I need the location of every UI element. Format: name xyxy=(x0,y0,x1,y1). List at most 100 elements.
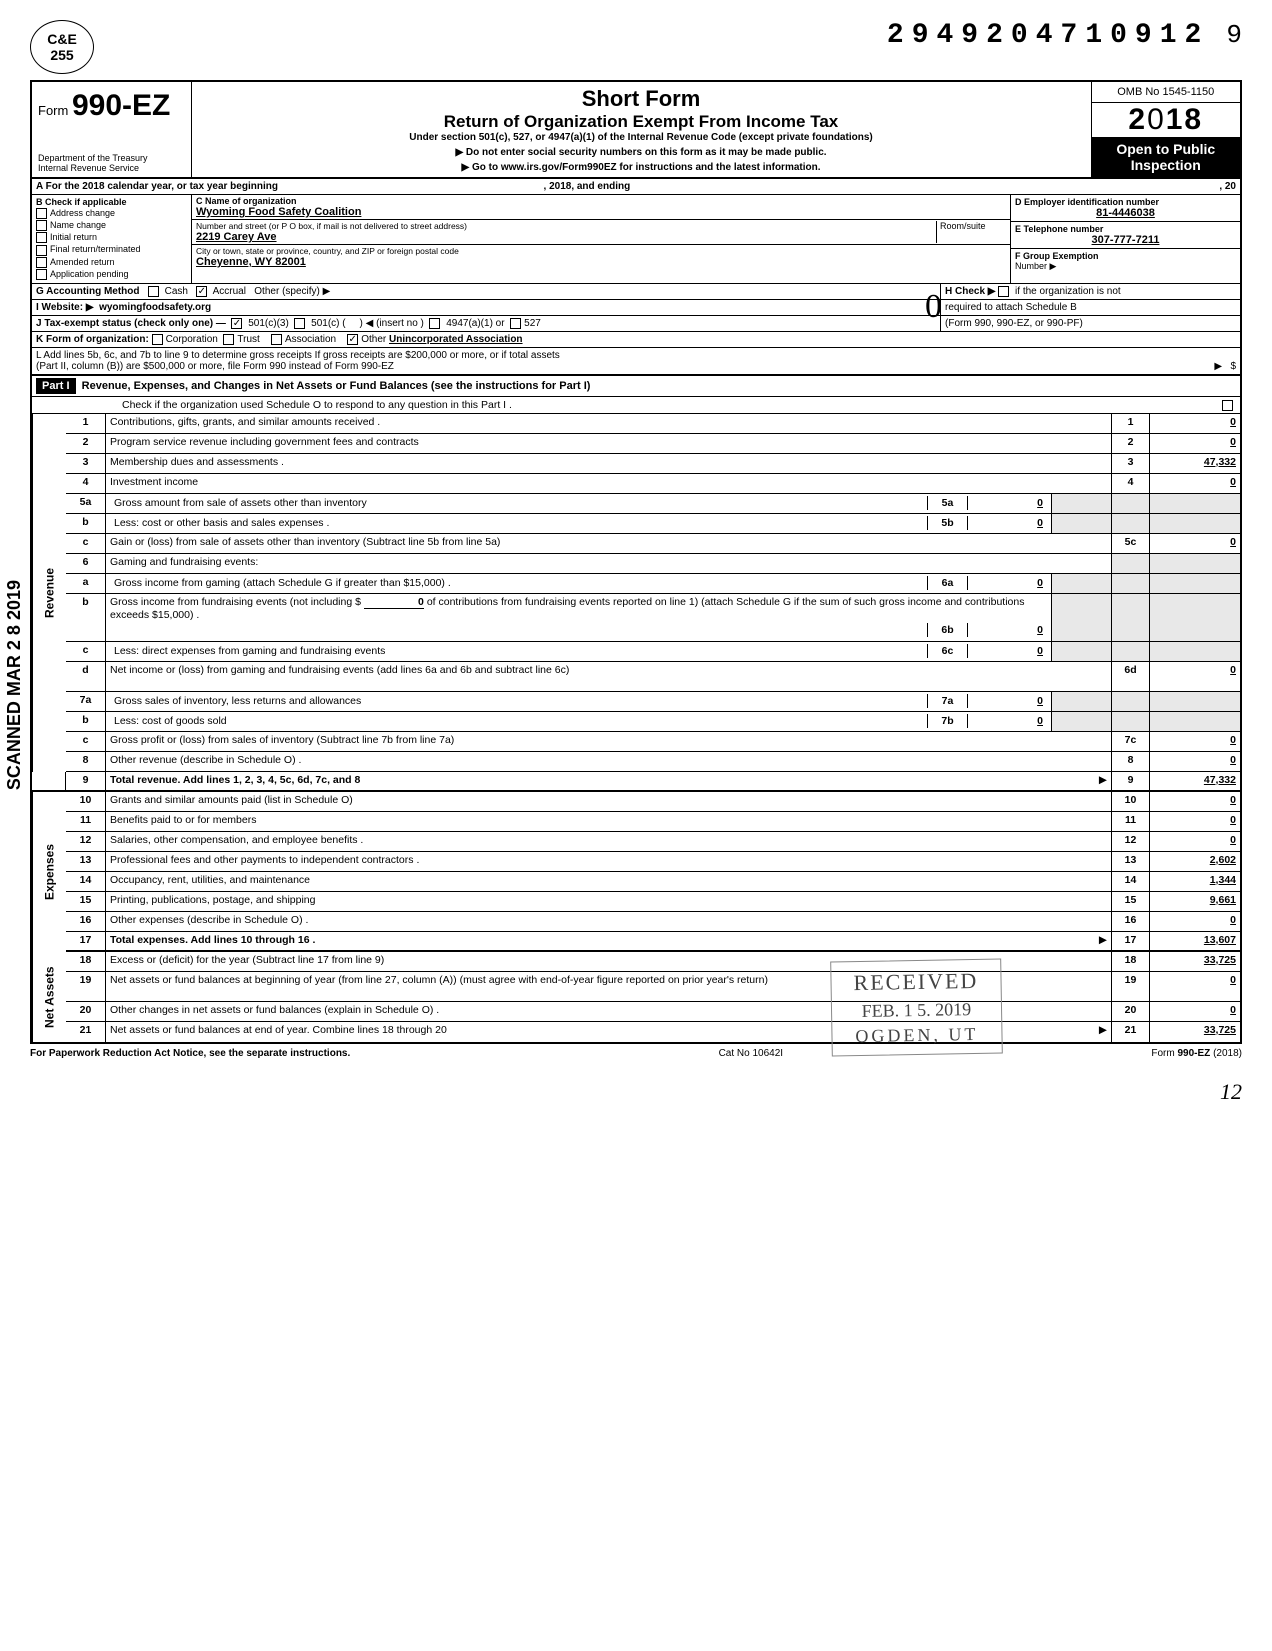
chk-4947[interactable] xyxy=(429,318,440,329)
line-e-label: E Telephone number xyxy=(1015,224,1103,234)
part1-grid: Revenue 1 Contributions, gifts, grants, … xyxy=(32,414,1240,1042)
chk-address[interactable]: Address change xyxy=(36,208,187,219)
amt1: 0 xyxy=(1150,414,1240,434)
chk-accrual[interactable] xyxy=(196,286,207,297)
received-stamp: RECEIVED FEB. 1 5. 2019 OGDEN, UT xyxy=(830,959,1002,1057)
line-a-label: A For the 2018 calendar year, or tax yea… xyxy=(36,181,278,192)
line-i-label: I Website: ▶ xyxy=(36,302,94,313)
chk-name[interactable]: Name change xyxy=(36,220,187,231)
k-other-val: Unincorporated Association xyxy=(389,334,523,345)
line-h-label: H Check ▶ xyxy=(945,286,995,297)
scanned-stamp: SCANNED MAR 2 8 2019 xyxy=(4,580,25,790)
chk-501c[interactable] xyxy=(294,318,305,329)
line-l: L Add lines 5b, 6c, and 7b to line 9 to … xyxy=(32,348,1240,375)
t1: Contributions, gifts, grants, and simila… xyxy=(106,414,1112,434)
open-line2: Inspection xyxy=(1096,157,1237,173)
under-section: Under section 501(c), 527, or 4947(a)(1)… xyxy=(198,132,1085,143)
return-title: Return of Organization Exempt From Incom… xyxy=(198,112,1085,132)
chk-other-k[interactable] xyxy=(347,334,358,345)
street-label: Number and street (or P O box, if mail i… xyxy=(196,221,936,231)
oval-line2: 255 xyxy=(50,47,73,63)
part1-check: Check if the organization used Schedule … xyxy=(32,397,1240,414)
dept2: Internal Revenue Service xyxy=(38,163,185,173)
chk-527[interactable] xyxy=(510,318,521,329)
chk-schedule-o[interactable] xyxy=(1222,400,1233,411)
chk-initial[interactable]: Initial return xyxy=(36,232,187,243)
line-f-label: F Group Exemption xyxy=(1015,251,1099,261)
line-l-2: (Part II, column (B)) are $500,000 or mo… xyxy=(36,361,394,372)
omb: OMB No 1545-1150 xyxy=(1098,86,1235,98)
line-j: J Tax-exempt status (check only one) — 5… xyxy=(32,316,1240,332)
received-l3: OGDEN, UT xyxy=(855,1022,980,1049)
line-k-label: K Form of organization: xyxy=(36,334,149,345)
line-c-label: C Name of organization xyxy=(196,196,297,206)
footer-mid: Cat No 10642I xyxy=(719,1048,784,1059)
side-netassets: Net Assets xyxy=(32,952,66,1042)
part1-title: Revenue, Expenses, and Changes in Net As… xyxy=(82,380,591,392)
line-g-label: G Accounting Method xyxy=(36,286,140,297)
city: Cheyenne, WY 82001 xyxy=(196,256,1006,268)
website: wyomingfoodsafety.org xyxy=(99,302,211,313)
side-revenue: Revenue xyxy=(32,414,66,772)
g-other: Other (specify) ▶ xyxy=(254,286,330,297)
top-row: C&E 255 2949204710912 9 xyxy=(30,20,1242,74)
line-j-label: J Tax-exempt status (check only one) — xyxy=(36,318,226,329)
open-public: Open to Public Inspection xyxy=(1092,137,1241,177)
chk-final[interactable]: Final return/terminated xyxy=(36,244,187,255)
ein: 81-4446038 xyxy=(1015,207,1236,219)
arrow1: ▶ Do not enter social security numbers o… xyxy=(198,147,1085,158)
chk-cash[interactable] xyxy=(148,286,159,297)
chk-pending[interactable]: Application pending xyxy=(36,269,187,280)
open-line1: Open to Public xyxy=(1096,141,1237,157)
chk-trust[interactable] xyxy=(223,334,234,345)
line-a-end: , 20 xyxy=(1219,181,1236,192)
line-l-arrow: ▶ xyxy=(1214,361,1222,372)
arrow2: ▶ Go to www.irs.gov/Form990EZ for instru… xyxy=(198,162,1085,173)
page-number: 12 xyxy=(30,1079,1242,1105)
main-body: A For the 2018 calendar year, or tax yea… xyxy=(30,179,1242,1044)
chk-501c3[interactable] xyxy=(231,318,242,329)
dept1: Department of the Treasury xyxy=(38,153,185,163)
line-h-text2: required to attach Schedule B xyxy=(940,300,1240,315)
chk-amended[interactable]: Amended return xyxy=(36,257,187,268)
bcdef-block: B Check if applicable Address change Nam… xyxy=(32,195,1240,284)
part1-tag: Part I xyxy=(36,378,76,394)
received-l1: RECEIVED xyxy=(854,966,979,999)
received-l2: FEB. 1 5. 2019 xyxy=(854,997,979,1024)
form-header: Form 990-EZ Department of the Treasury I… xyxy=(30,80,1242,179)
line-k: K Form of organization: Corporation Trus… xyxy=(32,332,1240,348)
line-l-1: L Add lines 5b, 6c, and 7b to line 9 to … xyxy=(36,350,1236,361)
org-name: Wyoming Food Safety Coalition xyxy=(196,206,1006,218)
doc-number-wrap: 2949204710912 9 xyxy=(887,20,1242,51)
part1-header: Part I Revenue, Expenses, and Changes in… xyxy=(32,375,1240,397)
line-d-label: D Employer identification number xyxy=(1015,197,1159,207)
year: 2018 xyxy=(1092,103,1241,137)
room-suite: Room/suite xyxy=(936,221,1006,243)
line-i: I Website: ▶ wyomingfoodsafety.org requi… xyxy=(32,300,1240,316)
city-label: City or town, state or province, country… xyxy=(196,246,1006,256)
footer: For Paperwork Reduction Act Notice, see … xyxy=(30,1044,1242,1059)
line-f-label2: Number ▶ xyxy=(1015,261,1236,272)
chk-h[interactable] xyxy=(998,286,1009,297)
street: 2219 Carey Ave xyxy=(196,231,936,243)
chk-assoc[interactable] xyxy=(271,334,282,345)
footer-left: For Paperwork Reduction Act Notice, see … xyxy=(30,1048,350,1059)
stamp-oval: C&E 255 xyxy=(30,20,94,74)
oval-line1: C&E xyxy=(47,31,77,47)
doc-number-trail: 9 xyxy=(1226,20,1242,50)
form-prefix: Form xyxy=(38,103,68,118)
doc-number: 2949204710912 xyxy=(887,20,1209,51)
line-h-text3: (Form 990, 990-EZ, or 990-PF) xyxy=(940,316,1240,331)
n1: 1 xyxy=(66,414,106,434)
line-a: A For the 2018 calendar year, or tax yea… xyxy=(32,179,1240,195)
handwritten-zero: 0 xyxy=(925,288,942,326)
short-form: Short Form xyxy=(198,86,1085,112)
side-expenses: Expenses xyxy=(32,792,66,952)
footer-right: Form 990-EZ (2018) xyxy=(1151,1048,1242,1059)
chk-corp[interactable] xyxy=(152,334,163,345)
form-number: Form 990-EZ xyxy=(38,89,185,123)
line-a-mid: , 2018, and ending xyxy=(544,181,631,192)
line-b-header: B Check if applicable xyxy=(36,197,127,207)
phone: 307-777-7211 xyxy=(1015,234,1236,246)
form-num-big: 990-EZ xyxy=(72,89,170,122)
